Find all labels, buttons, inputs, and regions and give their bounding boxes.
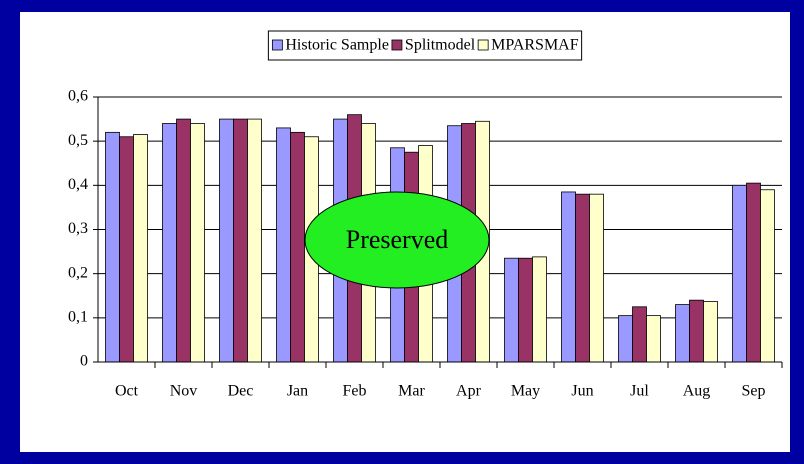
bar — [632, 306, 647, 363]
x-tick-label: Feb — [343, 383, 367, 400]
bar — [162, 123, 177, 363]
legend-swatch — [477, 39, 489, 51]
annotation: Preserved — [346, 225, 449, 254]
bar — [518, 257, 533, 363]
bar — [290, 131, 305, 363]
bar — [703, 301, 718, 363]
bar — [105, 131, 120, 363]
x-tick-label: Jun — [571, 383, 593, 400]
bar — [618, 315, 633, 363]
bar — [247, 118, 262, 363]
bar — [746, 182, 761, 363]
y-tick-label: 0,6 — [68, 88, 88, 105]
y-tick-label: 0,2 — [68, 264, 88, 281]
bar — [732, 184, 747, 363]
x-tick-label: Apr — [456, 383, 482, 400]
bar — [119, 136, 134, 363]
legend-label: Splitmodel — [405, 37, 476, 54]
bar — [233, 118, 248, 363]
x-tick-label: Dec — [228, 383, 254, 400]
y-tick-label: 0,1 — [68, 309, 88, 326]
legend — [267, 30, 583, 61]
x-tick-label: Jan — [287, 383, 308, 400]
x-tick-label: Aug — [683, 383, 711, 400]
y-tick-label: 0,4 — [68, 176, 88, 193]
legend-label: MPARSMAF — [491, 37, 579, 54]
bar — [532, 256, 547, 363]
bar — [276, 127, 291, 363]
x-tick-label: May — [511, 383, 540, 400]
bar — [219, 118, 234, 363]
legend-label: Historic Sample — [285, 37, 389, 54]
y-tick-label: 0,3 — [68, 220, 88, 237]
annotation-ellipse — [304, 191, 490, 289]
bar — [760, 189, 775, 363]
bar — [133, 134, 148, 363]
x-tick-label: Sep — [742, 383, 766, 400]
legend-swatch — [271, 39, 283, 51]
bar — [675, 304, 690, 363]
x-tick-label: Mar — [398, 383, 425, 400]
bar — [504, 257, 519, 363]
y-tick-label: 0 — [80, 353, 88, 370]
bar — [575, 193, 590, 363]
x-tick-label: Nov — [170, 383, 198, 400]
bar — [176, 118, 191, 363]
bar — [561, 191, 576, 363]
bar — [646, 315, 661, 363]
y-tick-label: 0,5 — [68, 132, 88, 149]
bar — [589, 193, 604, 363]
bar — [689, 299, 704, 363]
legend-swatch — [391, 39, 403, 51]
x-tick-label: Jul — [630, 383, 649, 400]
x-tick-label: Oct — [115, 383, 139, 400]
bar — [190, 123, 205, 363]
